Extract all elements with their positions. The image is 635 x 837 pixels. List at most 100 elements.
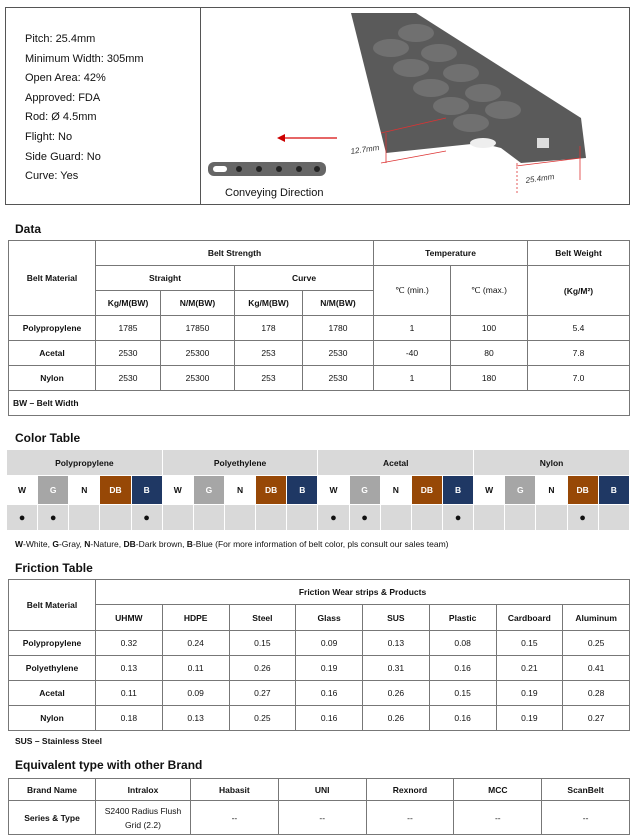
friction-col-header: HDPE (161, 604, 230, 631)
empty-cell (410, 504, 443, 531)
table-cell: 0.25 (562, 630, 630, 656)
legend-text: -Blue (For more information of belt colo… (192, 539, 449, 549)
legend-text: -White, (23, 539, 53, 549)
belt-image: 12.7mm 25.4mm Conveying Direction (201, 8, 629, 204)
legend-text: -Dark brown, (135, 539, 187, 549)
spec-list: Pitch: 25.4mm Minimum Width: 305mm Open Ar… (6, 8, 201, 204)
table-cell: 0.24 (161, 630, 230, 656)
available-dot: ● (566, 504, 599, 531)
empty-cell (99, 504, 132, 531)
friction-col-header: Aluminum (562, 604, 630, 631)
brand-header: Rexnord (365, 778, 455, 801)
header-belt-strength: Belt Strength (95, 240, 374, 266)
color-swatch-N: N (223, 475, 257, 505)
table-cell: 7.0 (527, 365, 630, 391)
color-material-header: Polyethylene (161, 449, 319, 476)
brand-header: Brand Name (8, 778, 96, 801)
color-swatch-W: W (317, 475, 350, 505)
table-cell: 2530 (302, 365, 374, 391)
table-cell: 25300 (160, 365, 235, 391)
table-cell: 0.21 (495, 655, 564, 681)
brand-header: ScanBelt (541, 778, 630, 801)
brands-title: Equivalent type with other Brand (15, 758, 203, 772)
header-temp-max: ℃ (max.) (450, 265, 528, 316)
legend-text: -Nature, (90, 539, 124, 549)
table-cell: 0.13 (95, 655, 163, 681)
empty-cell (192, 504, 225, 531)
material-cell: Polyethylene (8, 655, 96, 681)
table-row: Polyethylene 0.13 0.11 0.26 0.19 0.31 0.16 0.21… (8, 655, 630, 681)
friction-col-header: Plastic (428, 604, 497, 631)
header-curve: Curve (234, 265, 374, 291)
color-swatch-B: B (597, 475, 631, 505)
table-cell: 2530 (302, 340, 374, 366)
material-cell: Acetal (8, 680, 96, 706)
belt-illustration: 12.7mm 25.4mm Conveying Direction (208, 13, 586, 199)
color-swatch-G: G (504, 475, 537, 505)
table-row: Nylon 0.18 0.13 0.25 0.16 0.26 0.16 0.19 0.27 (8, 705, 630, 731)
table-cell: 0.15 (495, 630, 564, 656)
table-cell: 1785 (95, 315, 161, 341)
spec-item: Flight: No (25, 130, 73, 143)
color-swatch-B: B (130, 475, 163, 505)
table-cell: 0.11 (161, 655, 230, 681)
color-swatch-B: B (286, 475, 319, 505)
table-row: Polypropylene 0.32 0.24 0.15 0.09 0.13 0.08 0.1… (8, 630, 630, 656)
brand-header: Intralox (95, 778, 191, 801)
spec-item: Approved: FDA (25, 91, 101, 104)
color-swatch-W: W (473, 475, 506, 505)
color-swatch-DB: DB (99, 475, 132, 505)
table-cell: 0.11 (95, 680, 163, 706)
table-cell: 178 (234, 315, 303, 341)
available-dot: ● (5, 504, 39, 531)
brand-header: MCC (453, 778, 543, 801)
table-row: Acetal 0.11 0.09 0.27 0.16 0.26 0.15 0.19 0.28 (8, 680, 630, 706)
table-cell: 0.26 (362, 705, 430, 731)
empty-cell (379, 504, 412, 531)
friction-title: Friction Table (15, 561, 93, 575)
table-row: Acetal 2530 25300 253 2530 -40 80 7.8 (8, 340, 630, 366)
color-legend: W-White, G-Gray, N-Nature, DB-Dark brown… (15, 539, 449, 549)
header-belt-material: Belt Material (8, 579, 96, 631)
friction-col-header: Cardboard (495, 604, 564, 631)
friction-table: Belt Material Friction Wear strips & Prod… (8, 579, 630, 731)
table-cell: 1 (373, 365, 451, 391)
table-cell: 0.16 (428, 705, 497, 731)
material-cell: Polypropylene (8, 315, 96, 341)
color-table-title: Color Table (15, 431, 81, 445)
legend-code: DB (123, 539, 136, 549)
table-cell: 0.16 (295, 680, 363, 706)
table-cell: 100 (450, 315, 528, 341)
brand-cell: -- (190, 800, 279, 835)
table-cell: 0.31 (362, 655, 430, 681)
table-cell: 253 (234, 365, 303, 391)
color-swatch-N: N (379, 475, 412, 505)
table-cell: 1 (373, 315, 451, 341)
table-row: Nylon 2530 25300 253 2530 1 180 7.0 (8, 365, 630, 391)
empty-cell (255, 504, 288, 531)
table-cell: 7.8 (527, 340, 630, 366)
available-dot: ● (441, 504, 475, 531)
header-weight-unit: (Kg/M²) (527, 265, 630, 316)
table-cell: 0.26 (228, 655, 297, 681)
empty-cell (535, 504, 568, 531)
color-table: Polypropylene Polyethylene Acetal Nylon W G N D… (5, 449, 631, 531)
friction-col-header: Steel (228, 604, 297, 631)
header-kg: Kg/M(BW) (234, 290, 303, 316)
table-cell: 80 (450, 340, 528, 366)
empty-cell (597, 504, 631, 531)
data-footnote: BW – Belt Width (8, 390, 630, 416)
row-label: Series & Type (8, 800, 96, 835)
legend-text: -Gray, (58, 539, 85, 549)
header-kg: Kg/M(BW) (95, 290, 161, 316)
header-friction-group: Friction Wear strips & Products (95, 579, 630, 605)
legend-code: G (52, 539, 59, 549)
table-cell: 2530 (95, 365, 161, 391)
header-belt-material: Belt Material (8, 240, 96, 316)
brand-header: Habasit (190, 778, 279, 801)
material-cell: Nylon (8, 705, 96, 731)
spec-item: Open Area: 42% (25, 72, 106, 85)
header-temp-min: ℃ (min.) (373, 265, 451, 316)
table-cell: 0.16 (295, 705, 363, 731)
color-swatch-W: W (161, 475, 194, 505)
